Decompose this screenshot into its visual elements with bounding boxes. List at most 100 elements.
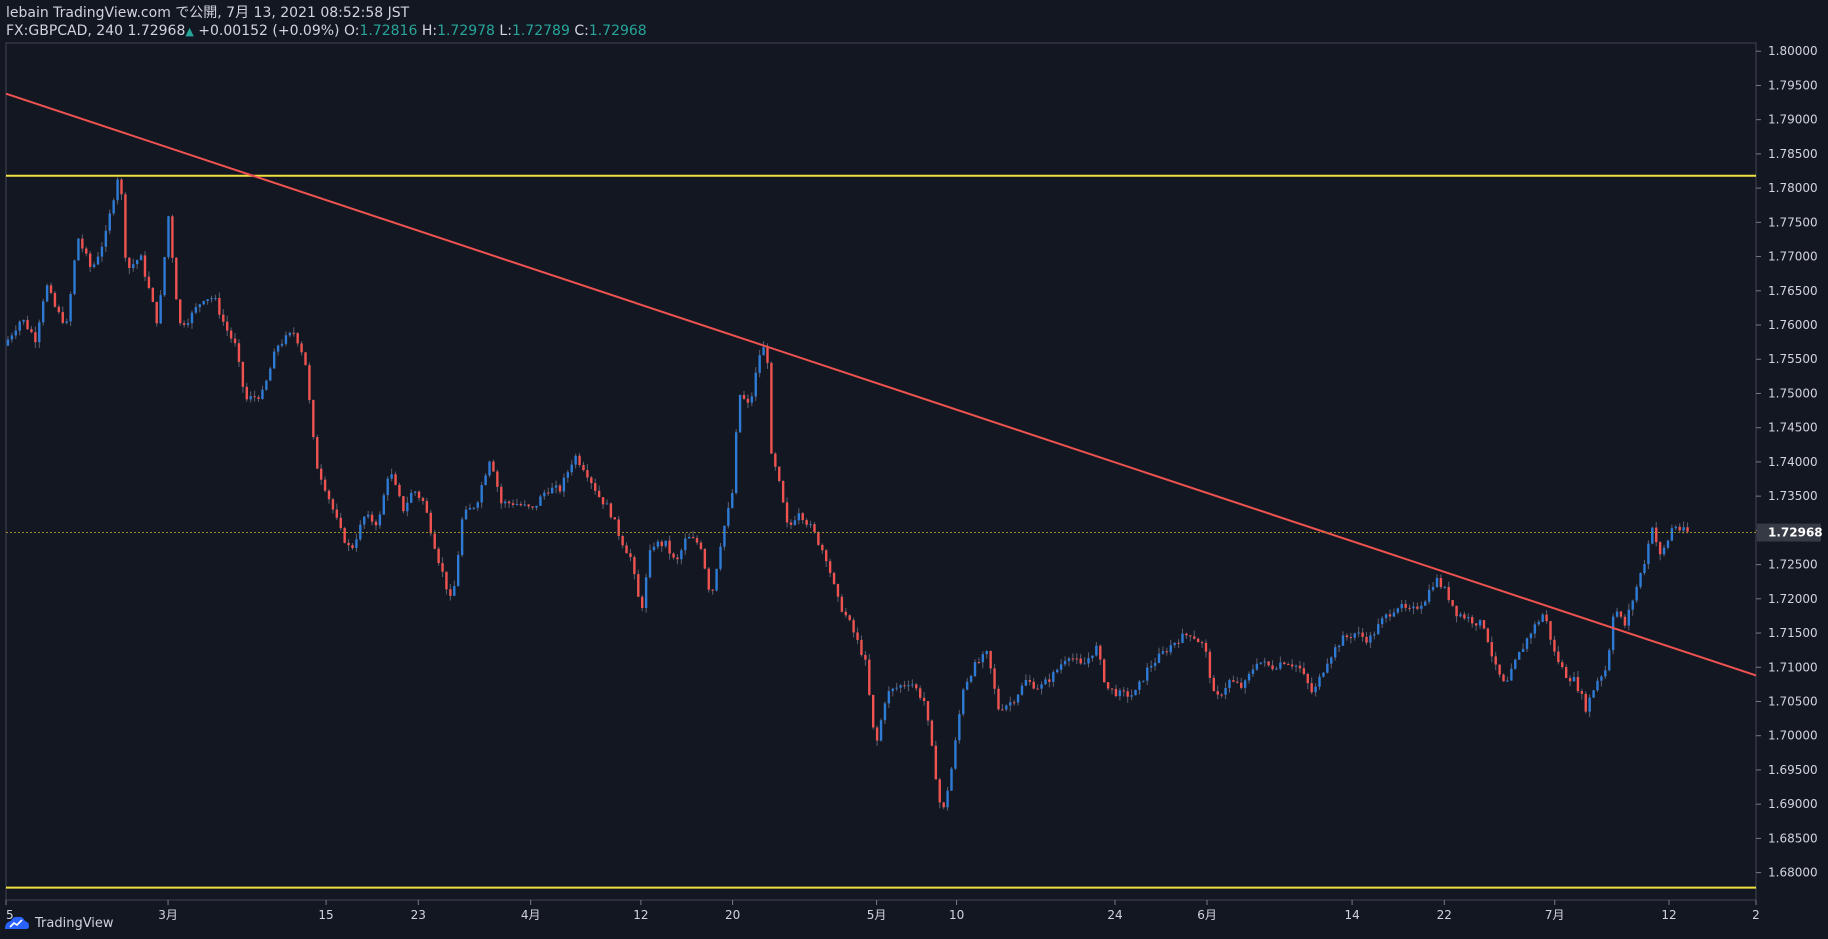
candle-body — [128, 257, 131, 269]
candle-body — [484, 475, 487, 486]
candle-body — [1048, 679, 1051, 682]
candle-body — [147, 276, 151, 288]
candle-body — [727, 507, 730, 526]
high-value: 1.72978 — [437, 23, 495, 39]
candle-body — [1071, 658, 1075, 660]
candle-body — [18, 321, 21, 331]
candle-body — [1012, 702, 1016, 704]
candle-body — [378, 514, 382, 526]
candle-body — [1623, 616, 1627, 626]
x-tick-label: 12 — [633, 908, 648, 922]
candle-body — [531, 506, 534, 508]
candle-body — [10, 335, 14, 340]
candle-body — [1678, 526, 1681, 531]
candle-body — [981, 654, 985, 663]
candle-body — [801, 513, 804, 521]
candle-body — [503, 501, 507, 504]
candle-body — [1455, 605, 1458, 617]
candle-body — [53, 292, 57, 307]
candle-body — [1635, 586, 1638, 601]
candle-body — [985, 650, 988, 655]
candle-body — [1106, 682, 1110, 689]
candle-body — [1056, 669, 1059, 673]
candle-body — [1431, 587, 1435, 590]
candle-body — [1553, 639, 1556, 652]
candle-body — [496, 471, 499, 487]
candle-body — [1533, 624, 1537, 634]
candle-body — [1447, 586, 1450, 601]
candle-body — [237, 343, 241, 362]
candle-body — [511, 503, 515, 505]
candle-body — [1439, 577, 1443, 588]
x-tick-label: 2 — [1752, 908, 1760, 922]
x-tick-label: 24 — [1107, 908, 1122, 922]
close-value: 1.72968 — [588, 23, 647, 39]
candle-body — [241, 361, 245, 387]
candle-body — [1283, 662, 1286, 665]
x-tick-label: 6月 — [1197, 908, 1217, 922]
y-tick-label: 1.74000 — [1768, 455, 1818, 469]
candle-body — [828, 561, 832, 573]
candle-body — [500, 486, 503, 504]
candle-body — [116, 179, 119, 201]
candle-body — [668, 540, 671, 554]
candle-body — [417, 491, 421, 499]
candle-body — [734, 432, 738, 494]
candle-body — [1647, 543, 1650, 565]
candle-body — [613, 517, 617, 520]
candle-body — [1435, 577, 1439, 588]
price-axis: 1.68000 1.68500 1.69000 1.69500 1.70000 1.705… — [1756, 44, 1823, 880]
candle-body — [1306, 673, 1309, 684]
candle-body — [226, 321, 229, 331]
candle-body — [883, 703, 887, 721]
candle-body — [1259, 662, 1262, 664]
candle-body — [355, 539, 358, 548]
candle-body — [206, 299, 209, 302]
candle-body — [323, 479, 327, 491]
candle-body — [868, 659, 871, 695]
candle-body — [1365, 636, 1368, 643]
candle-body — [633, 557, 636, 575]
candle-body — [1079, 658, 1082, 664]
candle-body — [1537, 621, 1540, 625]
candle-body — [1525, 638, 1529, 649]
candle-body — [965, 681, 969, 690]
candle-body — [758, 355, 761, 373]
candle-body — [950, 768, 953, 791]
candle-body — [120, 179, 123, 195]
candle-body — [566, 472, 570, 478]
candle-body — [1506, 680, 1509, 682]
candle-body — [1557, 651, 1560, 663]
candle-body — [1459, 614, 1462, 617]
candle-body — [719, 546, 722, 569]
candle-body — [1584, 693, 1587, 712]
candle-body — [1490, 642, 1493, 657]
candle-body — [574, 455, 577, 465]
candle-body — [1600, 676, 1603, 681]
candle-body — [809, 524, 812, 526]
candle-body — [1545, 614, 1548, 622]
candle-body — [1114, 688, 1118, 697]
candle-body — [911, 684, 914, 686]
candle-body — [629, 553, 632, 558]
candle-body — [570, 464, 573, 473]
candle-body — [703, 548, 707, 569]
candle-body — [1255, 663, 1259, 670]
candle-body — [797, 513, 801, 521]
candle-body — [272, 351, 276, 369]
candle-body — [34, 332, 37, 343]
x-tick-label: 3月 — [158, 908, 178, 922]
candle-body — [1471, 617, 1474, 624]
y-tick-label: 1.70000 — [1768, 729, 1818, 743]
candle-body — [214, 297, 217, 299]
candle-body — [1420, 605, 1423, 609]
candle-body — [1232, 680, 1235, 682]
candle-body — [421, 498, 425, 502]
candle-body — [26, 319, 29, 330]
candle-body — [1302, 668, 1306, 674]
candle-body — [1040, 684, 1043, 689]
candle-body — [1181, 633, 1184, 643]
candle-body — [605, 503, 609, 505]
candle-body — [887, 691, 891, 704]
